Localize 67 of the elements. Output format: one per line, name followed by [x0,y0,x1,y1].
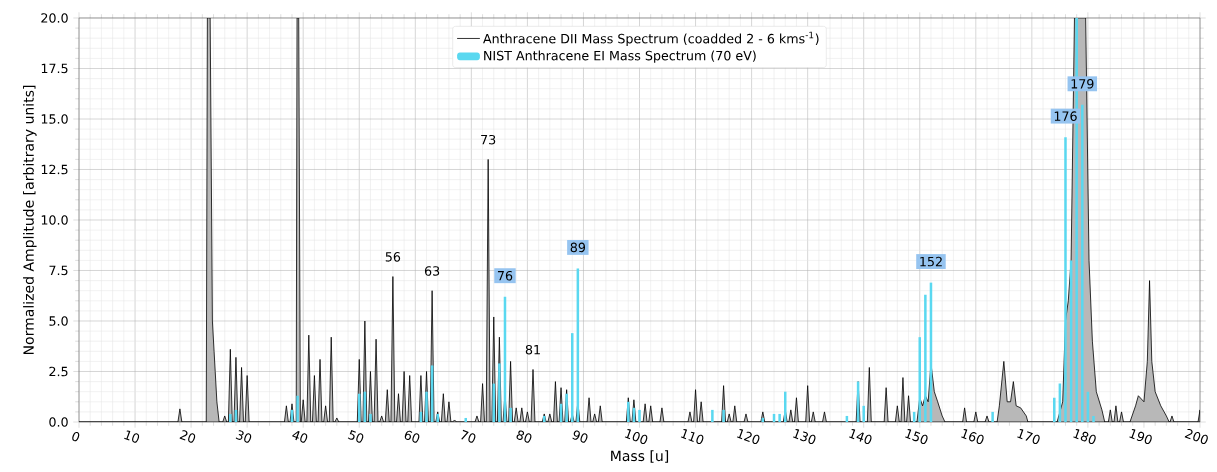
x-tick-label: 20 [179,430,196,443]
bar [1081,104,1084,422]
bar [862,405,865,422]
bar [464,417,468,422]
bar [358,393,361,422]
x-tick-label: 190 [1129,429,1152,445]
y-tick-label: 15.0 [41,114,68,124]
bar [296,395,299,422]
annotation: 81 [525,344,540,355]
bar [918,337,922,422]
x-tick-label: 50 [347,429,364,443]
x-tick-label: 170 [1017,429,1040,445]
x-tick-label: 130 [792,429,816,445]
annotation: 73 [481,134,496,145]
y-tick-label: 7.5 [49,265,68,276]
bar [565,393,568,422]
x-axis-title: Mass [u] [611,450,669,463]
y-tick-label: 2.5 [49,366,68,377]
x-tick-label: 40 [292,431,308,443]
bar [627,401,630,422]
bar [778,413,781,422]
bar [722,409,725,422]
x-tick-label: 120 [736,429,760,445]
x-tick-label: 100 [624,429,648,445]
y-tick-label: 10.0 [41,215,68,225]
x-tick-label: 140 [848,429,872,445]
bar [498,363,501,422]
y-tick-label: 5.0 [49,316,68,326]
bar [436,413,439,422]
x-tick-label: 160 [961,429,984,445]
legend-label: NIST Anthracene EI Mass Spectrum (70 eV) [484,50,756,63]
bar [1092,415,1095,422]
x-tick-label: 10 [124,430,140,443]
bar [991,411,994,422]
bar [369,413,372,422]
x-tick-label: 80 [516,430,532,443]
y-axis-title: Normalized Amplitude [arbitrary units] [23,85,37,355]
x-tick-label: 180 [1073,429,1096,445]
bar [1064,137,1067,422]
annotation: 152 [920,256,942,267]
x-tick-label: 150 [905,429,928,445]
x-tick-label: 60 [404,430,420,443]
y-tick-label: 0.0 [49,417,68,427]
y-tick-label: 17.5 [41,63,68,74]
annotation: 56 [385,252,401,262]
x-tick-label: 110 [680,429,704,445]
annotation: 179 [1071,79,1094,89]
annotation: 176 [1054,111,1077,121]
bar [425,391,428,422]
y-tick-label: 12.5 [41,164,68,175]
bar [570,333,574,422]
x-tick-label: 0 [72,431,80,442]
annotation: 76 [497,270,513,281]
y-tick-label: 20.0 [41,13,68,23]
bar [924,294,927,422]
annotation: 89 [570,242,586,253]
bar [638,409,641,422]
bar [1053,397,1056,422]
x-tick-label: 200 [1184,428,1208,445]
legend-label: Anthracene DII Mass Spectrum (coadded 2 - 6 kms$^{-1}$) [483,31,819,46]
bar [711,409,714,422]
bar [229,413,232,422]
annotation: 63 [424,266,440,276]
x-tick-label: 90 [572,430,588,443]
x-tick-label: 30 [235,430,252,443]
bar [509,407,512,422]
x-tick-label: 70 [461,429,476,443]
